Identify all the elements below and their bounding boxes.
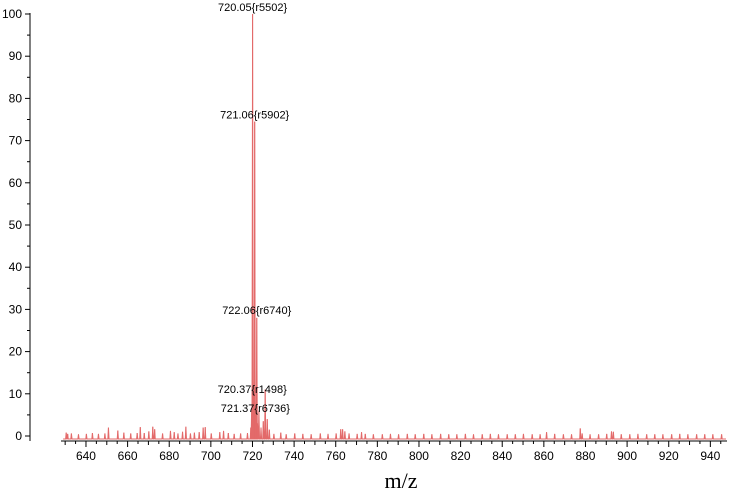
peak-label: 720.05{r5502} <box>218 2 287 14</box>
x-tick-label: 900 <box>617 449 637 463</box>
y-tick-label: 0 <box>15 429 22 443</box>
x-tick-label: 820 <box>451 449 471 463</box>
y-tick-label: 50 <box>9 218 23 232</box>
peak-label: 721.37{r6736} <box>221 403 290 415</box>
y-tick-label: 100 <box>2 7 22 21</box>
x-tick-label: 940 <box>700 449 720 463</box>
y-tick-label: 40 <box>9 260 23 274</box>
y-axis: 0 10 20 30 40 50 60 70 80 90 100 <box>2 7 31 443</box>
y-tick-label: 60 <box>9 176 23 190</box>
spectrum-line <box>63 13 726 440</box>
x-tick-label: 700 <box>201 449 221 463</box>
y-tick-label: 10 <box>9 387 23 401</box>
peak-annotations: 720.05{r5502} 721.06{r5902} 722.06{r6740} 7… <box>218 2 292 415</box>
x-tick-label: 800 <box>409 449 429 463</box>
x-tick-label: 840 <box>492 449 512 463</box>
y-tick-label: 30 <box>9 302 23 316</box>
x-tick-label: 760 <box>326 449 346 463</box>
x-tick-label: 640 <box>76 449 96 463</box>
x-tick-label: 720 <box>242 449 262 463</box>
y-tick-label: 80 <box>9 91 23 105</box>
x-tick-label: 880 <box>575 449 595 463</box>
x-tick-label: 680 <box>159 449 179 463</box>
y-tick-label: 90 <box>9 49 23 63</box>
x-tick-label: 860 <box>534 449 554 463</box>
y-tick-label: 70 <box>9 134 23 148</box>
x-tick-label: 780 <box>367 449 387 463</box>
peak-label: 722.06{r6740} <box>222 305 291 317</box>
x-tick-label: 920 <box>659 449 679 463</box>
y-tick-label: 20 <box>9 345 23 359</box>
x-axis: 640 660 680 700 720 740 760 780 800 820 840 860 880 9… <box>61 440 727 463</box>
x-tick-label: 740 <box>284 449 304 463</box>
peak-label: 720.37{r1498} <box>218 384 287 396</box>
x-axis-title: m/z <box>385 468 418 490</box>
x-tick-label: 660 <box>118 449 138 463</box>
peak-label: 721.06{r5902} <box>220 110 289 122</box>
spectrum-trace <box>63 13 726 440</box>
